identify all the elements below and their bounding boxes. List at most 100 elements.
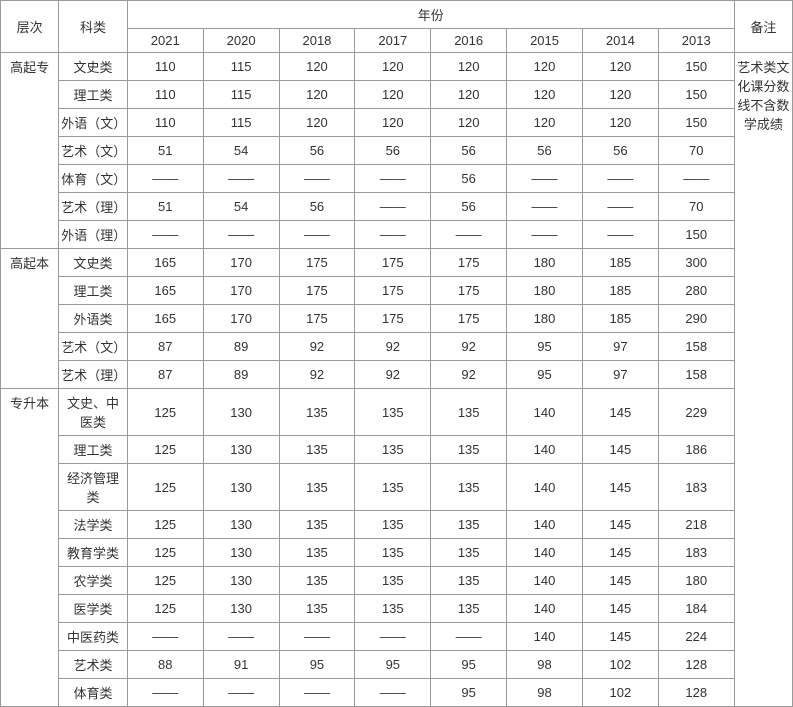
category-cell: 教育学类 [59, 539, 128, 567]
value-cell: —— [507, 193, 583, 221]
category-cell: 农学类 [59, 567, 128, 595]
value-cell: —— [507, 165, 583, 193]
category-cell: 艺术类 [59, 651, 128, 679]
value-cell: 183 [658, 539, 734, 567]
category-cell: 艺术（文） [59, 333, 128, 361]
value-cell: 135 [279, 436, 355, 464]
header-row-1: 层次 科类 年份 备注 [1, 1, 793, 29]
value-cell: 125 [127, 436, 203, 464]
value-cell: 98 [507, 679, 583, 707]
value-cell: 170 [203, 249, 279, 277]
table-row: 艺术（文）5154565656565670 [1, 137, 793, 165]
value-cell: 110 [127, 53, 203, 81]
table-row: 艺术（文）87899292929597158 [1, 333, 793, 361]
table-row: 艺术类889195959598102128 [1, 651, 793, 679]
value-cell: 51 [127, 137, 203, 165]
table-body: 高起专文史类110115120120120120120150艺术类文化课分数线不… [1, 53, 793, 707]
value-cell: 128 [658, 679, 734, 707]
value-cell: 175 [431, 249, 507, 277]
value-cell: 185 [582, 249, 658, 277]
table-row: 外语（理）——————————————150 [1, 221, 793, 249]
value-cell: 135 [431, 436, 507, 464]
table-row: 体育（文）————————56—————— [1, 165, 793, 193]
value-cell: 130 [203, 567, 279, 595]
value-cell: 135 [355, 539, 431, 567]
value-cell: 140 [507, 511, 583, 539]
table-row: 农学类125130135135135140145180 [1, 567, 793, 595]
table-row: 专升本文史、中医类125130135135135140145229 [1, 389, 793, 436]
value-cell: 229 [658, 389, 734, 436]
value-cell: 165 [127, 277, 203, 305]
category-cell: 体育（文） [59, 165, 128, 193]
value-cell: 51 [127, 193, 203, 221]
value-cell: 128 [658, 651, 734, 679]
value-cell: 180 [658, 567, 734, 595]
value-cell: 56 [431, 137, 507, 165]
value-cell: 135 [431, 595, 507, 623]
value-cell: 130 [203, 539, 279, 567]
table-row: 理工类165170175175175180185280 [1, 277, 793, 305]
value-cell: 120 [431, 109, 507, 137]
value-cell: 140 [507, 436, 583, 464]
value-cell: 87 [127, 361, 203, 389]
value-cell: 145 [582, 464, 658, 511]
value-cell: 120 [431, 81, 507, 109]
header-year: 年份 [127, 1, 734, 29]
value-cell: 56 [279, 193, 355, 221]
value-cell: 280 [658, 277, 734, 305]
value-cell: —— [203, 221, 279, 249]
value-cell: 224 [658, 623, 734, 651]
value-cell: 110 [127, 81, 203, 109]
level-cell: 专升本 [1, 389, 59, 707]
value-cell: 120 [279, 81, 355, 109]
value-cell: 135 [279, 567, 355, 595]
level-cell: 高起专 [1, 53, 59, 249]
value-cell: 170 [203, 305, 279, 333]
value-cell: 135 [431, 511, 507, 539]
value-cell: 135 [431, 389, 507, 436]
value-cell: 120 [355, 53, 431, 81]
value-cell: 130 [203, 595, 279, 623]
table-row: 高起本文史类165170175175175180185300 [1, 249, 793, 277]
value-cell: —— [279, 623, 355, 651]
category-cell: 文史、中医类 [59, 389, 128, 436]
table-row: 艺术（理）87899292929597158 [1, 361, 793, 389]
value-cell: 54 [203, 193, 279, 221]
value-cell: 95 [431, 651, 507, 679]
value-cell: 95 [507, 361, 583, 389]
header-year-2016: 2016 [431, 29, 507, 53]
category-cell: 医学类 [59, 595, 128, 623]
value-cell: 56 [431, 165, 507, 193]
value-cell: 89 [203, 361, 279, 389]
value-cell: —— [582, 165, 658, 193]
value-cell: 120 [582, 81, 658, 109]
table-row: 教育学类125130135135135140145183 [1, 539, 793, 567]
value-cell: 135 [431, 567, 507, 595]
value-cell: 140 [507, 539, 583, 567]
value-cell: 165 [127, 305, 203, 333]
header-year-2017: 2017 [355, 29, 431, 53]
value-cell: 145 [582, 389, 658, 436]
value-cell: —— [203, 165, 279, 193]
value-cell: 88 [127, 651, 203, 679]
value-cell: 170 [203, 277, 279, 305]
value-cell: 120 [355, 81, 431, 109]
value-cell: 135 [355, 389, 431, 436]
value-cell: 130 [203, 436, 279, 464]
category-cell: 文史类 [59, 249, 128, 277]
value-cell: 56 [431, 193, 507, 221]
value-cell: 120 [507, 53, 583, 81]
value-cell: 91 [203, 651, 279, 679]
value-cell: 140 [507, 567, 583, 595]
value-cell: 158 [658, 333, 734, 361]
table-row: 医学类125130135135135140145184 [1, 595, 793, 623]
value-cell: 184 [658, 595, 734, 623]
value-cell: 150 [658, 81, 734, 109]
value-cell: —— [355, 623, 431, 651]
header-category: 科类 [59, 1, 128, 53]
value-cell: —— [431, 221, 507, 249]
score-table: 层次 科类 年份 备注 2021202020182017201620152014… [0, 0, 793, 707]
header-year-2014: 2014 [582, 29, 658, 53]
header-year-2021: 2021 [127, 29, 203, 53]
table-row: 高起专文史类110115120120120120120150艺术类文化课分数线不… [1, 53, 793, 81]
